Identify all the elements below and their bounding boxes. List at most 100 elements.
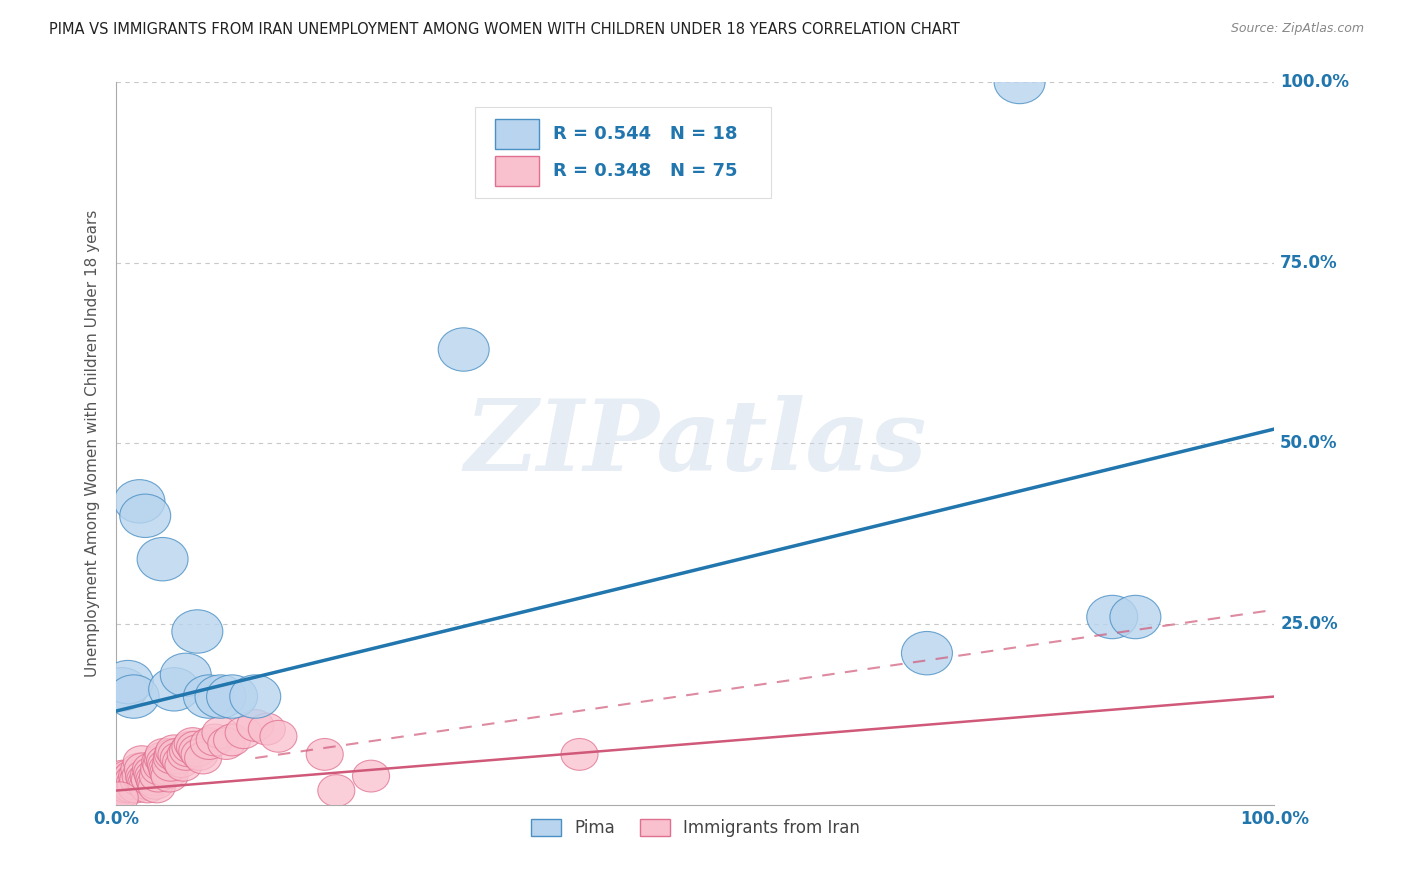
Ellipse shape <box>901 632 952 675</box>
Ellipse shape <box>108 771 145 803</box>
Ellipse shape <box>138 767 174 799</box>
Ellipse shape <box>236 709 274 741</box>
Text: PIMA VS IMMIGRANTS FROM IRAN UNEMPLOYMENT AMONG WOMEN WITH CHILDREN UNDER 18 YEA: PIMA VS IMMIGRANTS FROM IRAN UNEMPLOYMEN… <box>49 22 960 37</box>
Ellipse shape <box>143 742 181 774</box>
Ellipse shape <box>122 760 159 792</box>
Ellipse shape <box>146 746 183 778</box>
Ellipse shape <box>190 728 228 759</box>
Ellipse shape <box>155 739 191 771</box>
Ellipse shape <box>117 767 153 799</box>
Ellipse shape <box>177 731 214 763</box>
Ellipse shape <box>120 764 157 796</box>
Legend: Pima, Immigrants from Iran: Pima, Immigrants from Iran <box>524 813 866 844</box>
Text: 25.0%: 25.0% <box>1279 615 1337 633</box>
Ellipse shape <box>150 756 187 789</box>
Ellipse shape <box>142 746 179 778</box>
Ellipse shape <box>157 739 195 771</box>
Ellipse shape <box>104 760 142 792</box>
Ellipse shape <box>101 782 138 814</box>
Ellipse shape <box>127 764 163 796</box>
Ellipse shape <box>105 774 143 806</box>
Ellipse shape <box>128 767 165 799</box>
Ellipse shape <box>149 753 186 785</box>
Ellipse shape <box>165 749 202 781</box>
Ellipse shape <box>249 714 285 745</box>
Ellipse shape <box>208 728 245 759</box>
Ellipse shape <box>138 771 176 803</box>
Ellipse shape <box>149 667 200 711</box>
Ellipse shape <box>174 728 211 759</box>
Ellipse shape <box>129 771 166 803</box>
Ellipse shape <box>132 753 170 785</box>
Ellipse shape <box>103 660 153 704</box>
Ellipse shape <box>135 760 172 792</box>
Text: Source: ZipAtlas.com: Source: ZipAtlas.com <box>1230 22 1364 36</box>
Ellipse shape <box>97 667 148 711</box>
Ellipse shape <box>153 742 190 774</box>
Ellipse shape <box>111 767 149 799</box>
Text: R = 0.348   N = 75: R = 0.348 N = 75 <box>553 161 737 180</box>
Ellipse shape <box>108 675 159 718</box>
Ellipse shape <box>183 675 235 718</box>
Ellipse shape <box>195 675 246 718</box>
Ellipse shape <box>167 739 204 771</box>
Ellipse shape <box>145 739 183 771</box>
Ellipse shape <box>172 731 209 763</box>
Ellipse shape <box>118 771 155 803</box>
Ellipse shape <box>1109 595 1161 639</box>
Ellipse shape <box>138 538 188 581</box>
Ellipse shape <box>100 774 138 806</box>
Text: R = 0.544   N = 18: R = 0.544 N = 18 <box>553 125 737 144</box>
Ellipse shape <box>110 760 146 792</box>
Ellipse shape <box>136 764 173 796</box>
Ellipse shape <box>141 753 177 785</box>
Ellipse shape <box>134 756 170 789</box>
Ellipse shape <box>170 735 207 767</box>
Ellipse shape <box>131 760 167 792</box>
Ellipse shape <box>318 774 354 806</box>
Ellipse shape <box>260 721 297 752</box>
Ellipse shape <box>121 753 157 785</box>
Bar <box>495 119 538 149</box>
Ellipse shape <box>112 771 150 803</box>
Ellipse shape <box>114 760 150 792</box>
Ellipse shape <box>152 749 190 781</box>
Text: 100.0%: 100.0% <box>1279 73 1350 91</box>
Ellipse shape <box>143 749 180 781</box>
Ellipse shape <box>439 327 489 371</box>
Y-axis label: Unemployment Among Women with Children Under 18 years: Unemployment Among Women with Children U… <box>86 210 100 677</box>
Ellipse shape <box>114 480 165 523</box>
Ellipse shape <box>561 739 598 771</box>
Ellipse shape <box>104 764 141 796</box>
Ellipse shape <box>120 494 170 538</box>
Ellipse shape <box>150 760 188 792</box>
Text: ZIPatlas: ZIPatlas <box>464 395 927 491</box>
Ellipse shape <box>197 724 233 756</box>
Ellipse shape <box>225 717 262 748</box>
Ellipse shape <box>172 610 222 653</box>
Text: 50.0%: 50.0% <box>1279 434 1337 452</box>
Ellipse shape <box>131 764 169 796</box>
Ellipse shape <box>111 764 148 796</box>
FancyBboxPatch shape <box>475 107 770 198</box>
Ellipse shape <box>124 746 160 778</box>
Ellipse shape <box>179 735 217 767</box>
Ellipse shape <box>160 742 197 774</box>
Ellipse shape <box>160 653 211 697</box>
Bar <box>495 155 538 186</box>
Ellipse shape <box>125 760 163 792</box>
Ellipse shape <box>181 739 218 771</box>
Ellipse shape <box>148 749 184 781</box>
Ellipse shape <box>156 735 193 767</box>
Ellipse shape <box>163 746 200 778</box>
Ellipse shape <box>103 771 139 803</box>
Text: 75.0%: 75.0% <box>1279 253 1337 272</box>
Ellipse shape <box>353 760 389 792</box>
Ellipse shape <box>115 764 152 796</box>
Ellipse shape <box>118 760 156 792</box>
Ellipse shape <box>214 724 250 756</box>
Ellipse shape <box>101 767 138 799</box>
Ellipse shape <box>107 767 143 799</box>
Ellipse shape <box>307 739 343 771</box>
Ellipse shape <box>229 675 281 718</box>
